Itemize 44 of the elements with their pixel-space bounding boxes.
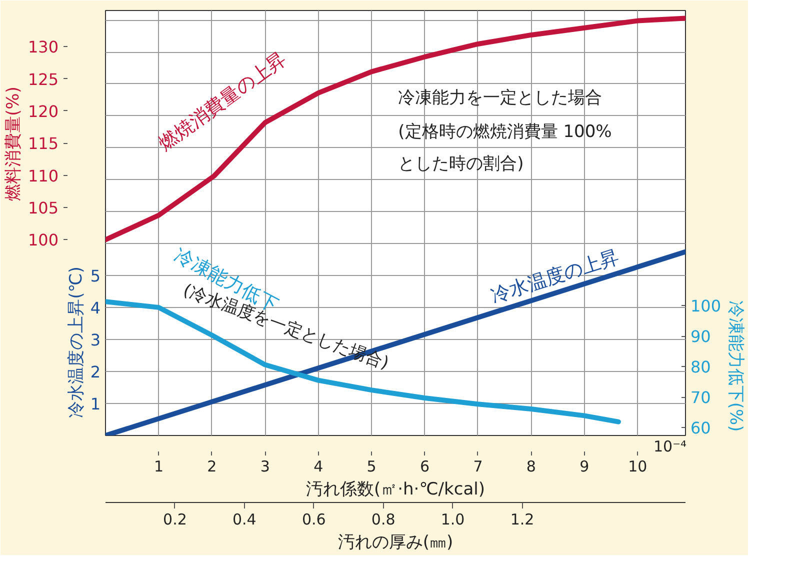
y2-tick-label: 125 [28, 70, 59, 89]
y2-tick-label: 130 [28, 38, 59, 57]
x-tick-label: 6 [420, 458, 430, 476]
text: 燃焼消費量の上昇 [154, 48, 291, 156]
y-tick-label: 5 [90, 266, 101, 286]
y3-tick-label: 60 [690, 418, 711, 438]
x-tick-label: 1 [154, 458, 164, 476]
annotation: とした時の割合) [398, 154, 524, 174]
y-tick-label: 2 [90, 362, 101, 382]
y2-tick-label: 105 [28, 198, 59, 218]
x2-tick-label: 0.8 [371, 510, 396, 528]
y2-tick-label: 100 [28, 230, 59, 250]
y2-axis-title: 燃料消費量(%) [4, 86, 24, 201]
y3-tick-label: 100 [690, 296, 722, 316]
y3-axis-title: 冷凍能力低下(%) [726, 300, 746, 432]
x-tick-label: 2 [207, 458, 217, 476]
y3-tick-label: 70 [690, 388, 711, 408]
x2-tick-label: 0.2 [163, 510, 187, 528]
x2-axis-title: 汚れの厚み(㎜) [338, 532, 454, 552]
y3-tick-label: 90 [690, 327, 711, 346]
y2-tick-label: 120 [28, 102, 59, 121]
y-tick-label: 4 [90, 298, 101, 318]
text: 10⁻⁴ [654, 438, 687, 456]
x2-tick-label: 1.2 [510, 510, 534, 528]
y-tick-label: 1 [90, 394, 101, 414]
x2-tick-label: 0.4 [232, 510, 256, 528]
x-tick-label: 5 [366, 458, 376, 476]
y-axis-title: 冷水温度の上昇(℃) [66, 266, 86, 418]
y-tick-label: 3 [90, 330, 101, 350]
x-tick-label: 8 [526, 458, 536, 476]
x2-tick-label: 1.0 [440, 510, 465, 528]
x-axis-title: 汚れ係数(㎡·h·℃/kcal) [306, 480, 485, 500]
y3-tick-label: 80 [690, 358, 711, 377]
x-tick-label: 10 [628, 458, 648, 476]
text: 冷水温度の上昇 [488, 246, 622, 308]
x-tick-label: 7 [473, 458, 483, 476]
x2-tick-label: 0.6 [302, 510, 326, 528]
annotation: 冷凍能力を一定とした場合 [398, 88, 602, 108]
annotation: (定格時の燃焼消費量 100% [398, 122, 612, 142]
y2-tick-label: 110 [28, 166, 59, 186]
x-tick-label: 9 [580, 458, 590, 476]
x-tick-label: 3 [260, 458, 270, 476]
x-tick-label: 4 [314, 458, 324, 476]
y2-tick-label: 115 [28, 134, 59, 154]
